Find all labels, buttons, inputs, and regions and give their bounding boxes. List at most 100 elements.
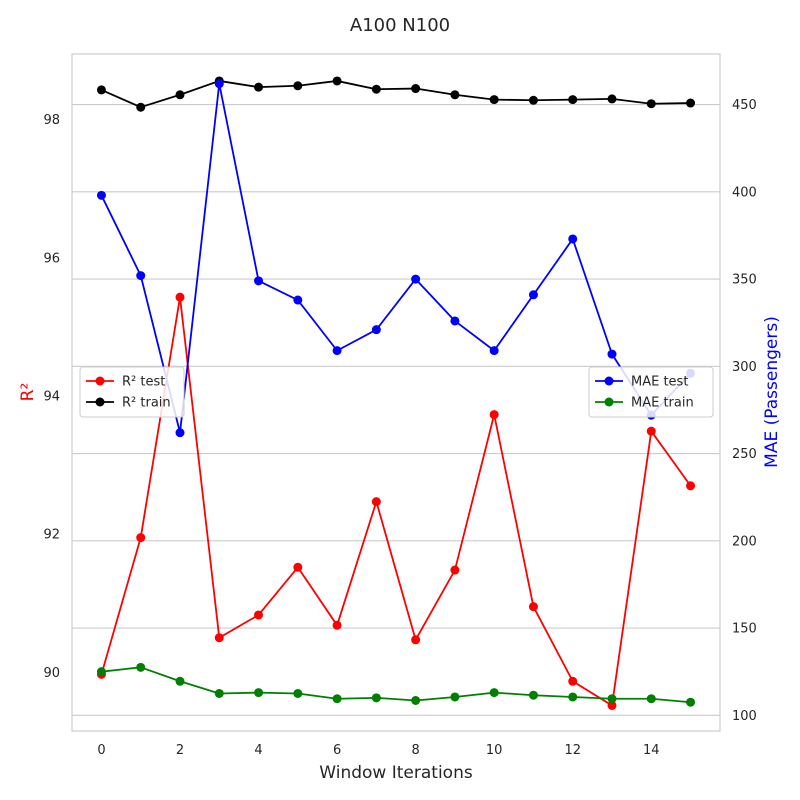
y-left-tick-label: 94 [43,389,60,404]
data-point [686,697,696,707]
x-tick-label: 12 [564,743,581,758]
y-right-tick-label: 200 [732,534,757,549]
data-point [528,290,538,300]
data-point [371,84,381,94]
data-point [254,688,264,698]
data-point [607,694,617,704]
data-point [607,94,617,104]
x-tick-label: 4 [254,743,262,758]
legend-marker [604,376,614,386]
data-point [175,292,185,302]
data-point [489,95,499,105]
x-tick-label: 0 [97,743,105,758]
data-point [371,497,381,507]
legend-marker [95,397,105,407]
data-point [293,295,303,305]
y-right-tick-label: 300 [732,360,757,375]
data-point [646,99,656,109]
data-point [371,693,381,703]
data-point [371,325,381,335]
data-point [528,602,538,612]
data-point [450,90,460,100]
data-point [175,90,185,100]
data-point [332,620,342,630]
data-point [136,271,146,281]
x-tick-label: 8 [411,743,419,758]
data-point [450,316,460,326]
data-point [254,610,264,620]
y-left-tick-label: 96 [43,251,60,266]
y-right-tick-label: 150 [732,622,757,637]
data-point [332,346,342,356]
plot-area-frame [71,53,721,732]
legend-label: MAE train [631,396,694,411]
data-point [254,276,264,286]
data-point [568,234,578,244]
y-right-tick-label: 400 [732,185,757,200]
legend-frame [588,366,714,418]
legend-frame [79,366,185,418]
data-point [489,688,499,698]
data-point [646,426,656,436]
y-right-tick-label: 100 [732,709,757,724]
data-point [568,692,578,702]
data-point [450,692,460,702]
y-axis-right-label: MAE (Passengers) [762,316,782,468]
data-point [136,662,146,672]
x-axis-label: Window Iterations [319,763,473,783]
series [96,76,696,112]
data-point [96,190,106,200]
legend-label: R² test [122,375,165,390]
data-point [96,667,106,677]
axis-layer: 90 92 94 96 98 100 150 200 250 300 350 400 450 0 2 4 6 8 1… [43,98,756,758]
data-point [214,633,224,643]
data-point [175,428,185,438]
y-left-tick-label: 98 [43,113,60,128]
series-line [100,296,692,707]
data-point [528,690,538,700]
data-point [568,95,578,105]
data-point [293,562,303,572]
legend-label: MAE test [631,375,688,390]
series [96,662,696,707]
grid-lines [72,104,720,716]
data-point [568,676,578,686]
y-left-tick-label: 90 [43,666,60,681]
data-point [450,565,460,575]
data-point [607,349,617,359]
y-axis-left-label: R² [18,383,38,402]
data-point [332,76,342,86]
data-point [214,688,224,698]
series-line [100,82,692,434]
data-point [411,84,421,94]
data-point [528,95,538,105]
data-point [646,694,656,704]
data-point [254,82,264,92]
x-tick-label: 10 [486,743,503,758]
x-tick-label: 6 [333,743,341,758]
data-point [136,533,146,543]
data-point [293,81,303,91]
y-right-tick-label: 250 [732,447,757,462]
data-point [293,688,303,698]
series-line [101,666,691,704]
chart-title: A100 N100 [350,15,450,36]
data-point [489,346,499,356]
data-point [411,635,421,645]
data-point [332,694,342,704]
data-point [175,676,185,686]
series-line [101,80,691,109]
legend-label: R² train [122,396,171,411]
legend-marker [95,376,105,386]
legend-right: MAE test MAE train [588,366,714,418]
legend-marker [604,397,614,407]
x-tick-label: 2 [176,743,184,758]
data-point [686,481,696,491]
data-point [411,695,421,705]
data-point [214,79,224,89]
data-point [96,85,106,95]
data-point [686,98,696,108]
series-layer [96,76,696,710]
data-point [489,410,499,420]
